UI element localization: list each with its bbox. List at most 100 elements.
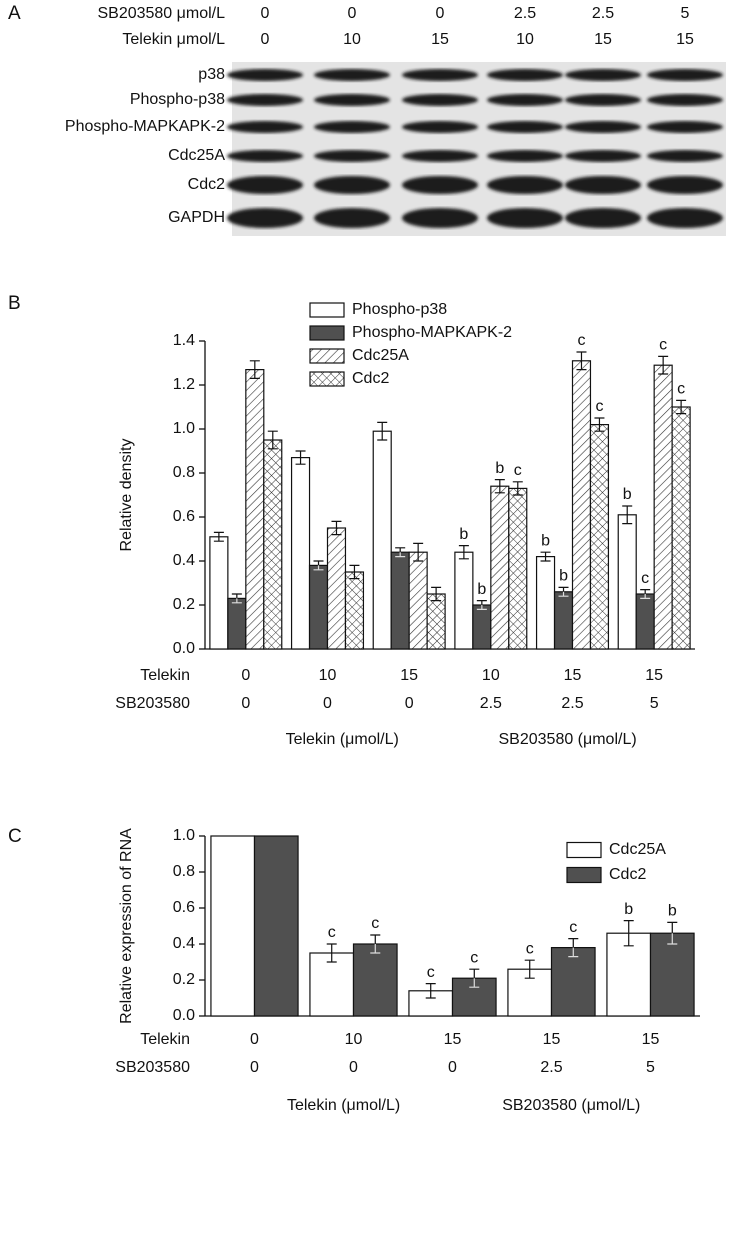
- blot-band: [314, 69, 390, 81]
- condition-value: 0: [348, 5, 357, 22]
- band-label: p38: [198, 66, 225, 83]
- blot-band: [647, 121, 723, 133]
- group-label: SB203580 (μmol/L): [499, 731, 637, 748]
- bar: [550, 946, 596, 1017]
- category-label: 10: [319, 667, 337, 684]
- significance-label: c: [526, 940, 534, 957]
- category-label: 0: [250, 1031, 259, 1048]
- error-bar: [413, 542, 424, 562]
- legend-label: Phospho-p38: [352, 301, 447, 318]
- category-label: 5: [650, 695, 659, 712]
- panel-letter: C: [8, 826, 22, 847]
- y-tick-label: 1.2: [173, 376, 195, 393]
- bar: [535, 555, 556, 650]
- y-tick-label: 0.4: [173, 552, 195, 569]
- blot-band: [402, 150, 478, 162]
- error-bar: [349, 564, 360, 580]
- legend-label: Cdc25A: [352, 347, 409, 364]
- error-bar-outer: [370, 934, 381, 944]
- error-bar: [377, 421, 388, 441]
- condition-value: 15: [676, 31, 694, 48]
- significance-label: c: [427, 964, 435, 981]
- bar: [210, 835, 256, 1017]
- blot-band: [487, 150, 563, 162]
- y-tick-label: 0.2: [173, 971, 195, 988]
- error-bar: [658, 355, 669, 375]
- significance-label: b: [541, 532, 550, 549]
- bar: [671, 406, 691, 650]
- category-label: 10: [345, 1031, 363, 1048]
- bar: [606, 932, 652, 1017]
- band-label: Phospho-p38: [130, 91, 225, 108]
- y-tick-label: 1.0: [173, 420, 195, 437]
- blot-band: [647, 208, 723, 228]
- blot-band: [314, 208, 390, 228]
- category-row-name: Telekin: [140, 1031, 190, 1048]
- error-bar-outer: [313, 560, 324, 566]
- error-bar-outer: [640, 589, 651, 594]
- bar: [263, 439, 283, 650]
- error-bar-outer: [667, 921, 678, 934]
- significance-label: b: [623, 486, 632, 503]
- blot-band: [227, 69, 303, 81]
- blot-band: [227, 94, 303, 106]
- blot-band: [565, 150, 641, 162]
- category-label: 15: [444, 1031, 462, 1048]
- error-bar: [458, 545, 469, 560]
- significance-label: c: [677, 381, 685, 398]
- significance-label: c: [577, 332, 585, 349]
- blot-band: [487, 121, 563, 133]
- error-bar: [249, 360, 260, 379]
- panel-letter: B: [8, 293, 21, 314]
- legend-label: Phospho-MAPKAPK-2: [352, 324, 512, 341]
- category-label: 0: [323, 695, 332, 712]
- error-bar: [524, 959, 535, 979]
- blot-band: [227, 150, 303, 162]
- blot-band: [487, 69, 563, 81]
- category-label: 15: [400, 667, 418, 684]
- category-label: 2.5: [561, 695, 583, 712]
- blot-band: [647, 150, 723, 162]
- y-tick-label: 1.4: [173, 332, 195, 349]
- group-label: Telekin (μmol/L): [287, 1097, 400, 1114]
- significance-label: b: [495, 460, 504, 477]
- error-bar-outer: [568, 938, 579, 948]
- error-bar-outer: [558, 586, 569, 592]
- bar: [454, 551, 474, 650]
- condition-label: Telekin μmol/L: [122, 31, 225, 48]
- blot-band: [487, 176, 563, 194]
- error-bar: [512, 481, 523, 496]
- y-tick-label: 0.8: [173, 464, 195, 481]
- bar: [344, 571, 365, 650]
- legend-label: Cdc2: [352, 370, 389, 387]
- legend-swatch: [566, 841, 602, 859]
- category-row-name: SB203580: [115, 695, 190, 712]
- error-bar: [594, 417, 605, 432]
- category-label: 15: [564, 667, 582, 684]
- significance-label: b: [459, 526, 468, 543]
- bar: [589, 424, 610, 650]
- category-label: 5: [646, 1059, 655, 1076]
- condition-value: 0: [436, 5, 445, 22]
- category-label: 15: [543, 1031, 561, 1048]
- bar: [571, 360, 592, 650]
- error-bar: [623, 920, 634, 947]
- blot-band: [487, 208, 563, 228]
- blot-band: [314, 150, 390, 162]
- bar: [227, 597, 247, 650]
- error-bar-outer: [476, 600, 487, 605]
- category-row-name: Telekin: [140, 667, 190, 684]
- blot-band: [647, 176, 723, 194]
- error-bar-outer: [469, 968, 480, 979]
- group-label: SB203580 (μmol/L): [502, 1097, 640, 1114]
- bar: [290, 457, 311, 650]
- y-axis-title: Relative expression of RNA: [118, 828, 135, 1024]
- category-label: 0: [448, 1059, 457, 1076]
- bar: [426, 593, 446, 650]
- category-label: 15: [645, 667, 663, 684]
- error-bar: [295, 450, 306, 465]
- bar: [245, 369, 265, 650]
- blot-band: [402, 94, 478, 106]
- condition-value: 0: [261, 31, 270, 48]
- bar: [508, 487, 528, 650]
